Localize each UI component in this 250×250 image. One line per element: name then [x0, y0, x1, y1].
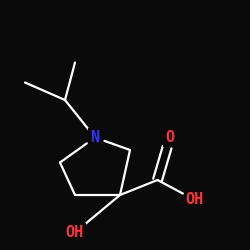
- Text: N: N: [90, 130, 100, 145]
- Text: OH: OH: [186, 192, 204, 208]
- Text: O: O: [166, 130, 174, 145]
- Text: OH: OH: [66, 225, 84, 240]
